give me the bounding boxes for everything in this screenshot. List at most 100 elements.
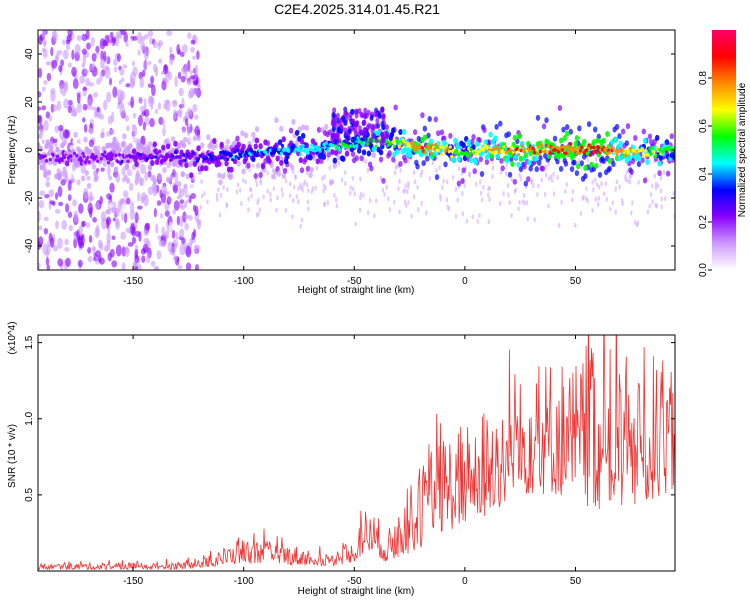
spectrogram-ridge-point xyxy=(281,136,286,143)
spectrogram-noise-point xyxy=(119,68,125,76)
spectrogram-noise-point xyxy=(626,178,630,184)
spectrogram-ridge-point xyxy=(331,111,336,118)
spectrogram-noise-point xyxy=(291,198,295,204)
spectrogram-ridge-point xyxy=(310,143,314,148)
spectrogram-ridge-point xyxy=(255,153,259,158)
spectrogram-ridge-point xyxy=(443,161,448,168)
spectrogram-noise-point xyxy=(258,207,262,213)
spectrogram-ridge-point xyxy=(376,122,381,129)
spectrogram-noise-point xyxy=(48,176,54,189)
spectrogram-ridge-point xyxy=(570,146,574,150)
spectrogram-noise-point xyxy=(167,241,173,253)
spectrogram-noise-point xyxy=(196,220,202,230)
spectrogram-noise-point xyxy=(383,192,386,198)
spectrogram-noise-point xyxy=(38,225,43,231)
snr-x-label: Height of straight line (km) xyxy=(298,586,415,597)
spectrogram-ridge-point xyxy=(408,145,412,149)
spectrogram-noise-point xyxy=(88,139,95,148)
spectrogram-noise-point xyxy=(502,191,505,197)
spectrogram-noise-point xyxy=(138,97,143,104)
spectrogram-ridge-point xyxy=(200,165,205,172)
spectrogram-y-tick-label: 20 xyxy=(24,96,35,108)
spectrogram-ridge-point xyxy=(571,152,576,159)
spectrogram-noise-point xyxy=(39,190,45,197)
spectrogram-noise-point xyxy=(78,225,83,236)
spectrogram-noise-point xyxy=(137,205,143,210)
spectrogram-ridge-point xyxy=(147,140,153,147)
spectrogram-ridge-point xyxy=(324,141,328,145)
spectrogram-ridge-point xyxy=(366,150,372,157)
spectrogram-ridge-point xyxy=(601,157,606,164)
spectrogram-ridge-point xyxy=(99,156,103,161)
spectrogram-noise-point xyxy=(172,100,178,108)
spectrogram-ridge-point xyxy=(38,145,43,152)
spectrogram-noise-point xyxy=(359,191,363,197)
spectrogram-noise-point xyxy=(91,52,97,62)
spectrogram-ridge-point xyxy=(82,154,86,159)
spectrogram-ridge-point xyxy=(154,155,158,159)
spectrogram-ridge-point xyxy=(113,166,119,173)
spectrogram-noise-point xyxy=(564,188,567,194)
spectrogram-ridge-point xyxy=(107,142,112,149)
spectrogram-noise-point xyxy=(92,216,97,223)
spectrogram-ridge-point xyxy=(206,134,211,141)
spectrogram-noise-point xyxy=(54,192,59,200)
spectrogram-noise-point xyxy=(125,83,131,88)
spectrogram-ridge-point xyxy=(550,145,555,149)
spectrogram-noise-point xyxy=(269,191,272,197)
spectrogram-noise-point xyxy=(322,188,325,194)
spectrogram-ridge-point xyxy=(184,155,189,160)
spectrogram-noise-point xyxy=(82,220,86,227)
spectrogram-noise-point xyxy=(284,207,288,213)
spectrogram-noise-point xyxy=(654,181,658,187)
spectrogram-noise-point xyxy=(95,51,100,56)
spectrogram-ridge-point xyxy=(285,153,290,160)
spectrogram-ridge-point xyxy=(586,121,592,128)
spectrogram-ridge-point xyxy=(315,158,320,165)
spectrogram-noise-point xyxy=(41,86,46,92)
spectrogram-noise-point xyxy=(38,262,41,269)
spectrogram-ridge-point xyxy=(274,142,279,149)
spectrogram-ridge-point xyxy=(213,142,218,149)
spectrogram-ridge-point xyxy=(617,155,622,162)
spectrogram-ridge-point xyxy=(55,146,60,153)
spectrogram-ridge-point xyxy=(563,160,569,167)
spectrogram-noise-point xyxy=(129,182,134,192)
spectrogram-noise-point xyxy=(115,173,121,184)
spectrogram-noise-point xyxy=(153,207,157,218)
spectrogram-ridge-point xyxy=(304,142,310,149)
spectrogram-noise-point xyxy=(649,192,653,198)
spectrogram-ridge-point xyxy=(159,154,163,158)
spectrogram-ridge-point xyxy=(288,127,294,134)
spectrogram-ridge-point xyxy=(299,152,303,157)
spectrogram-ridge-point xyxy=(636,155,642,162)
spectrogram-ridge-point xyxy=(561,145,566,149)
spectrogram-ridge-point xyxy=(443,149,448,153)
spectrogram-ridge-point xyxy=(131,148,137,155)
spectrogram-ridge-point xyxy=(473,158,479,165)
spectrogram-ridge-point xyxy=(182,136,188,143)
spectrogram-noise-point xyxy=(99,242,104,251)
spectrogram-noise-point xyxy=(90,64,95,71)
spectrogram-ridge-point xyxy=(235,135,240,142)
spectrogram-noise-point xyxy=(510,177,514,183)
spectrogram-ridge-point xyxy=(383,130,388,137)
spectrogram-ridge-point xyxy=(193,152,197,156)
spectrogram-noise-point xyxy=(185,245,192,258)
spectrogram-ridge-point xyxy=(506,131,511,138)
spectrogram-panel: -150 -100 -50 0 50 -40 -20 0 20 40 Height of str… xyxy=(7,29,676,296)
spectrogram-ridge-point xyxy=(371,146,376,153)
spectrogram-ridge-point xyxy=(519,148,523,153)
spectrogram-ridge-point xyxy=(102,160,108,167)
spectrogram-noise-point xyxy=(314,185,317,191)
spectrogram-noise-point xyxy=(664,196,667,202)
spectrogram-noise-point xyxy=(196,50,200,60)
spectrogram-ridge-point xyxy=(393,104,398,111)
spectrogram-noise-point xyxy=(289,181,292,187)
spectrogram-ridge-point xyxy=(487,139,492,146)
spectrogram-ridge-point xyxy=(500,165,505,172)
spectrogram-x-tick-label: -50 xyxy=(347,276,362,287)
spectrogram-noise-point xyxy=(126,125,130,132)
spectrogram-ridge-point xyxy=(326,151,331,158)
spectrogram-noise-point xyxy=(577,158,581,164)
